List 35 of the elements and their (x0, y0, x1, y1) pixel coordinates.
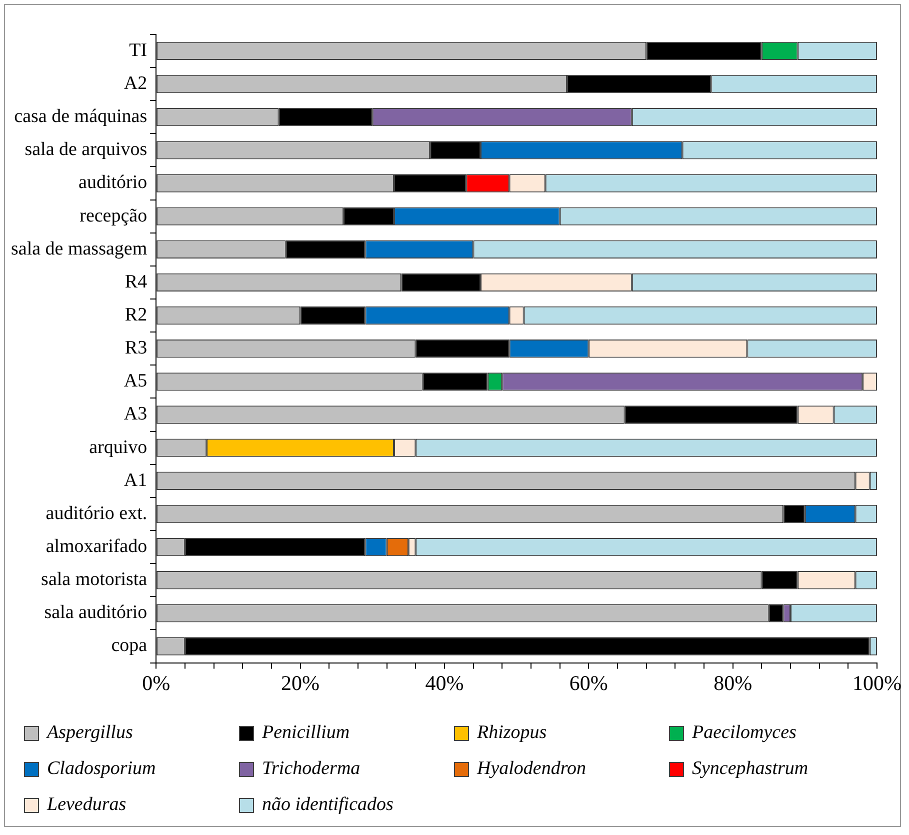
legend-label: não identificados (262, 794, 394, 816)
y-tick-label: almoxarifado (46, 536, 148, 558)
legend-label: Leveduras (47, 794, 126, 816)
y-tick-label: TI (129, 40, 148, 61)
x-tick-label: 0% (142, 670, 170, 695)
y-tick-label: A1 (124, 470, 148, 491)
legend-label: Aspergillus (47, 722, 133, 744)
legend-label: Paecilomyces (692, 722, 796, 744)
x-tick-label: 80% (714, 670, 752, 695)
legend-label: Cladosporium (47, 758, 156, 780)
y-tick-label: auditório ext. (46, 502, 148, 524)
x-tick-label: 20% (281, 670, 320, 695)
y-tick-label: A3 (124, 404, 148, 425)
legend-label: Penicillium (262, 722, 350, 744)
y-tick-label: auditório (78, 172, 148, 194)
legend-label: Hyalodendron (477, 758, 586, 780)
y-tick-label: A2 (124, 72, 148, 94)
y-tick-label: R4 (124, 271, 148, 292)
y-tick-label: sala motorista (41, 569, 148, 590)
legend-label: Trichoderma (262, 758, 360, 780)
y-tick-label: casa de máquinas (14, 106, 148, 128)
y-tick-label: copa (111, 635, 148, 656)
y-tick-label: sala auditório (44, 602, 148, 624)
y-tick-label: A5 (124, 370, 148, 392)
x-tick-label: 60% (569, 670, 608, 695)
y-tick-label: sala de arquivos (24, 139, 148, 160)
y-tick-label: recepção (80, 205, 148, 226)
legend-label: Syncephastrum (692, 758, 808, 780)
y-tick-label: R2 (124, 304, 148, 326)
x-tick-label: 100% (852, 670, 902, 695)
legend-label: Rhizopus (477, 722, 547, 744)
y-tick-label: sala de massagem (10, 238, 148, 260)
y-tick-label: arquivo (89, 436, 148, 458)
y-tick-label: R3 (124, 338, 148, 359)
x-tick-label: 40% (425, 670, 464, 695)
